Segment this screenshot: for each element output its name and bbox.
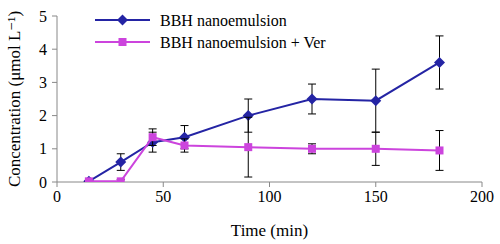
error-cap bbox=[308, 143, 316, 144]
error-bar bbox=[181, 139, 189, 152]
error-cap bbox=[372, 132, 380, 133]
error-cap bbox=[308, 84, 316, 85]
error-bar bbox=[308, 144, 316, 154]
x-axis-label: Time (min) bbox=[231, 221, 308, 240]
data-point bbox=[117, 177, 125, 182]
error-cap bbox=[244, 99, 252, 100]
error-bar bbox=[149, 129, 157, 146]
error-cap bbox=[436, 170, 444, 171]
chart: 0 50 100 150 200 0 1 2 3 4 5 Time (min) Concentratio… bbox=[0, 0, 500, 244]
error-cap bbox=[181, 125, 189, 126]
legend: BBH nanoemulsion BBH nanoemulsion + Ver bbox=[95, 12, 326, 51]
error-cap bbox=[244, 177, 252, 178]
x-tick bbox=[163, 182, 164, 187]
x-tick-label: 0 bbox=[53, 188, 61, 205]
y-tick-label: 5 bbox=[39, 8, 47, 25]
x-tick-label: 150 bbox=[364, 188, 388, 205]
y-tick bbox=[52, 82, 57, 83]
x-tick bbox=[482, 182, 483, 187]
x-tick bbox=[375, 182, 376, 187]
y-axis bbox=[57, 16, 58, 182]
y-tick-label: 3 bbox=[39, 74, 47, 91]
y-tick-label: 0 bbox=[39, 174, 47, 191]
error-cap bbox=[436, 130, 444, 131]
error-cap bbox=[149, 128, 157, 129]
data-point bbox=[83, 176, 94, 182]
data-point bbox=[308, 145, 316, 153]
legend-marker bbox=[117, 15, 128, 26]
error-bar bbox=[436, 131, 444, 171]
error-bar bbox=[244, 117, 252, 177]
data-point bbox=[307, 94, 318, 105]
error-cap bbox=[181, 138, 189, 139]
y-tick bbox=[52, 49, 57, 50]
error-cap bbox=[244, 117, 252, 118]
legend-marker bbox=[119, 38, 127, 46]
y-axis-label: Concentration (μmol L⁻¹) bbox=[5, 11, 24, 187]
y-tick bbox=[52, 148, 57, 149]
error-cap bbox=[372, 132, 380, 133]
series-line bbox=[89, 137, 440, 181]
error-cap bbox=[372, 69, 380, 70]
error-cap bbox=[436, 35, 444, 36]
y-tick-label: 2 bbox=[39, 107, 47, 124]
x-tick-label: 50 bbox=[155, 188, 171, 205]
error-cap bbox=[181, 152, 189, 153]
error-bar bbox=[372, 132, 380, 165]
legend-label: BBH nanoemulsion bbox=[160, 12, 287, 29]
data-point bbox=[181, 141, 189, 149]
legend-label: BBH nanoemulsion + Ver bbox=[160, 34, 326, 51]
x-tick bbox=[57, 182, 58, 187]
x-tick-label: 200 bbox=[470, 188, 494, 205]
x-tick-label: 100 bbox=[258, 188, 282, 205]
series bbox=[85, 117, 444, 182]
y-tick bbox=[52, 115, 57, 116]
data-point bbox=[436, 146, 444, 154]
error-cap bbox=[372, 165, 380, 166]
series bbox=[83, 36, 445, 182]
error-cap bbox=[149, 145, 157, 146]
data-point bbox=[149, 133, 157, 141]
error-cap bbox=[117, 153, 125, 154]
data-point bbox=[115, 157, 126, 168]
y-tick bbox=[52, 16, 57, 17]
plot-area bbox=[83, 36, 445, 182]
y-tick bbox=[52, 182, 57, 183]
y-tick-label: 4 bbox=[39, 41, 47, 58]
error-cap bbox=[117, 170, 125, 171]
data-point bbox=[370, 95, 381, 106]
data-point bbox=[434, 57, 445, 68]
error-cap bbox=[149, 152, 157, 153]
series-line bbox=[89, 62, 440, 181]
data-point bbox=[372, 145, 380, 153]
error-cap bbox=[308, 113, 316, 114]
error-cap bbox=[308, 153, 316, 154]
error-cap bbox=[436, 89, 444, 90]
data-point bbox=[244, 143, 252, 151]
y-tick-label: 1 bbox=[39, 140, 47, 157]
x-tick bbox=[269, 182, 270, 187]
data-point bbox=[85, 177, 93, 182]
